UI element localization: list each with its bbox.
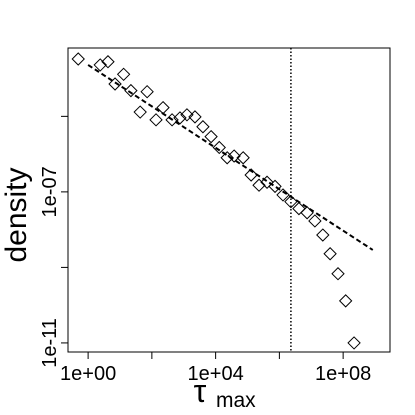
data-point [108, 77, 122, 91]
data-point [268, 179, 282, 194]
data-point [292, 201, 306, 216]
data-point [93, 58, 107, 72]
data-point [101, 55, 115, 69]
x-tick-label: 1e+00 [60, 363, 116, 385]
fit-line [87, 64, 374, 251]
data-point [252, 178, 266, 192]
data-point [133, 105, 147, 119]
data-point [316, 228, 330, 242]
data-point [276, 188, 290, 202]
data-point [227, 149, 241, 163]
plot-frame [67, 47, 391, 353]
data-point [347, 336, 361, 350]
x-axis-label: τ [194, 373, 207, 409]
data-point [156, 100, 170, 115]
data-point [124, 83, 138, 98]
data-point [165, 113, 179, 127]
data-point [284, 194, 298, 209]
data-point [260, 175, 274, 189]
data-point [180, 108, 194, 122]
data-point [116, 67, 131, 81]
data-point [188, 110, 202, 124]
data-point [244, 168, 258, 182]
y-tick-label: 1e-07 [39, 166, 61, 217]
data-point [300, 206, 314, 220]
data-point [173, 111, 187, 125]
data-point [204, 129, 218, 144]
data-point [140, 84, 154, 99]
data-point [323, 247, 337, 261]
data-point [308, 214, 322, 228]
y-tick-label: 1e-11 [39, 318, 61, 368]
data-point [71, 52, 85, 66]
x-tick-label: 1e+08 [315, 363, 371, 385]
x-axis-label-sub: max [216, 389, 256, 412]
data-point [149, 113, 163, 127]
data-point [212, 140, 226, 155]
y-axis-label: density [0, 167, 33, 262]
data-point [338, 294, 353, 308]
x-tick-label: 1e+04 [188, 363, 244, 385]
data-point [331, 267, 345, 281]
data-point [220, 151, 234, 165]
data-point [196, 120, 210, 134]
data-point [236, 151, 250, 165]
